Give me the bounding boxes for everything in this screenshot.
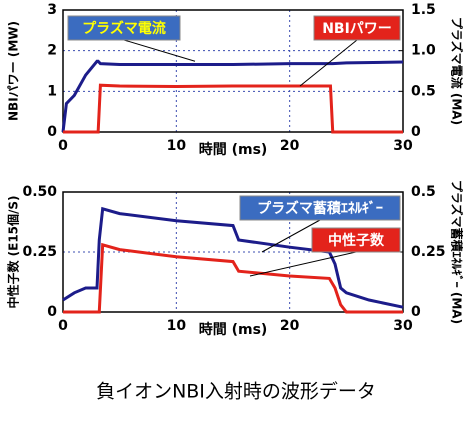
y-tick-label: 1	[47, 83, 57, 99]
label-box	[313, 15, 401, 41]
x-axis-title: 時間 (ms)	[199, 141, 268, 158]
y2-tick-label: 1.5	[411, 2, 436, 18]
series-line	[63, 83, 403, 134]
y-axis-title: 中性子数 (E15個/S)	[6, 195, 21, 308]
label-box	[311, 227, 401, 253]
y2-tick-label: 0	[411, 304, 421, 320]
label-box	[239, 195, 401, 221]
y-tick-label: 0	[47, 304, 57, 320]
x-tick-label: 30	[393, 138, 413, 154]
caption: 負イオンNBI入射時の波形データ	[96, 381, 376, 403]
series-label: プラズマ蓄積ｴﾈﾙｷﾞｰ	[257, 200, 383, 217]
leader-line	[261, 219, 321, 253]
series-line	[61, 59, 404, 133]
x-axis-title: 時間 (ms)	[199, 321, 268, 338]
x-tick-label: 0	[58, 318, 68, 334]
y-tick-label: 0.50	[22, 184, 57, 200]
series-line	[62, 206, 404, 309]
y2-axis-title: プラズマ電流 (MA)	[450, 17, 465, 125]
y2-tick-label: 1.0	[411, 43, 436, 59]
leader-line	[123, 39, 196, 62]
x-tick-label: 20	[280, 318, 300, 334]
leader-line	[299, 39, 358, 87]
y2-tick-label: 0.25	[411, 244, 446, 260]
x-tick-label: 0	[58, 138, 68, 154]
y-axis-title: NBIパワー (MW)	[7, 21, 21, 121]
y-tick-label: 0.25	[22, 244, 57, 260]
series-line	[63, 242, 403, 314]
y2-axis-title: プラズマ蓄積ｴﾈﾙｷﾞｰ (MA)	[450, 180, 465, 324]
y-tick-label: 3	[47, 2, 57, 18]
y-tick-label: 2	[47, 43, 57, 59]
series-label: プラズマ電流	[82, 20, 166, 37]
x-tick-label: 30	[393, 318, 413, 334]
x-tick-label: 20	[280, 138, 300, 154]
leader-line	[249, 251, 357, 277]
y2-tick-label: 0.5	[411, 83, 436, 99]
label-box	[67, 15, 181, 41]
y2-tick-label: 0	[411, 124, 421, 140]
y-tick-label: 0	[47, 124, 57, 140]
series-label: 中性子数	[328, 232, 385, 249]
plot-frame	[62, 9, 404, 133]
plot-frame	[62, 191, 404, 313]
y2-tick-label: 0.5	[411, 184, 436, 200]
x-tick-label: 10	[167, 138, 187, 154]
series-label: NBIパワー	[322, 21, 392, 37]
x-tick-label: 10	[167, 318, 187, 334]
